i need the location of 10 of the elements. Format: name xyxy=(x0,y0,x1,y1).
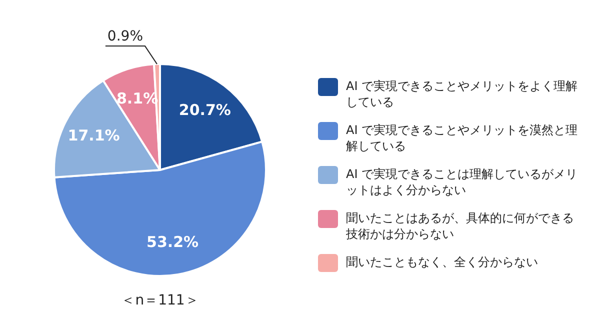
data-label: 20.7% xyxy=(178,100,231,119)
legend-label: AI で実現できることは理解しているがメリットはよく分からない xyxy=(346,166,579,198)
legend-label: AI で実現できることやメリットを漠然と理解している xyxy=(346,122,579,154)
legend-label: 聞いたこともなく、全く分からない xyxy=(346,254,538,270)
legend-label: 聞いたことはあるが、具体的に何ができる技術かは分からない xyxy=(346,210,575,242)
text: ＜n＝111＞ xyxy=(121,292,199,309)
legend-label: AI で実現できることやメリットをよく理解している xyxy=(346,78,579,110)
data-label: 0.9% xyxy=(107,28,144,45)
data-label: 17.1% xyxy=(68,126,120,144)
data-label: 53.2% xyxy=(146,233,199,252)
